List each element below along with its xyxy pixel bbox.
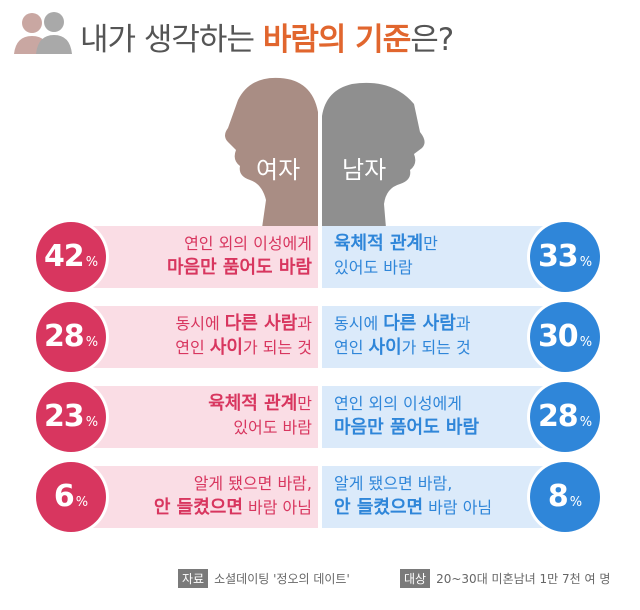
women-answer-line1: 연인 외의 이성에게 xyxy=(184,234,312,253)
row-4: 6% 알게 됐으면 바람, 안 들켰으면 바람 아님 8% 알게 됐으면 바람, 안 들켰… xyxy=(0,460,640,534)
man-head-silhouette xyxy=(322,82,425,228)
women-answer-line2: 안 들켰으면 바람 아님 xyxy=(153,497,312,518)
men-percent-unit: % xyxy=(579,415,593,430)
woman-head-silhouette xyxy=(225,77,318,228)
men-answer-line1: 연인 외의 이성에게 xyxy=(334,394,462,413)
women-percent-value: 23 xyxy=(43,399,85,434)
women-percent-circle: 42% xyxy=(36,222,106,292)
women-percent-circle: 6% xyxy=(36,462,106,532)
title-highlight: 바람의 기준 xyxy=(262,22,411,58)
men-label: 남자 xyxy=(342,156,387,184)
header: 내가 생각하는 바람의 기준은? xyxy=(0,0,640,80)
women-percent-circle: 28% xyxy=(36,302,106,372)
men-percent-unit: % xyxy=(579,335,593,350)
women-label: 여자 xyxy=(256,156,301,184)
men-answer-line1: 육체적 관계만 xyxy=(334,233,438,254)
men-band xyxy=(322,226,570,288)
women-answer-line1: 알게 됐으면 바람, xyxy=(193,474,312,493)
men-percent-circle: 8% xyxy=(530,462,600,532)
target-text: 20~30대 미혼남녀 1만 7천 여 명 xyxy=(436,572,611,586)
women-percent-unit: % xyxy=(75,495,89,510)
women-answer-line1: 동시에 다른 사람과 xyxy=(175,313,313,334)
men-answer-line2: 있어도 바람 xyxy=(334,258,413,277)
men-band xyxy=(322,466,570,528)
women-percent-value: 6 xyxy=(53,479,75,514)
men-percent-value: 28 xyxy=(537,399,579,434)
men-percent-value: 33 xyxy=(537,239,579,274)
men-percent-circle: 33% xyxy=(530,222,600,292)
title-prefix: 내가 생각하는 xyxy=(80,22,263,58)
row-1: 42% 연인 외의 이성에게 마음만 품어도 바람 33% 육체적 관계만 있어도 바람 xyxy=(0,220,640,294)
women-percent-value: 42 xyxy=(43,239,85,274)
men-percent-value: 30 xyxy=(537,319,579,354)
women-percent-unit: % xyxy=(85,255,99,270)
page-title: 내가 생각하는 바람의 기준은? xyxy=(80,14,454,59)
women-answer-line2: 있어도 바람 xyxy=(233,418,312,437)
couple-icon xyxy=(14,12,72,54)
head-silhouettes xyxy=(225,77,425,228)
women-band xyxy=(68,466,318,528)
women-percent-value: 28 xyxy=(43,319,85,354)
source-note: 자료 소셜데이팅 '정오의 데이트' xyxy=(178,569,350,588)
women-band xyxy=(68,386,318,448)
target-note: 대상 20~30대 미혼남녀 1만 7천 여 명 xyxy=(400,569,610,588)
men-percent-value: 8 xyxy=(547,479,569,514)
footer: 자료 소셜데이팅 '정오의 데이트' 대상 20~30대 미혼남녀 1만 7천 여 … xyxy=(0,566,640,590)
women-answer-line1: 육체적 관계만 xyxy=(208,393,312,414)
women-band xyxy=(68,306,318,368)
row-3: 23% 육체적 관계만 있어도 바람 28% 연인 외의 이성에게 마음만 품어도 바람 xyxy=(0,380,640,454)
target-tag: 대상 xyxy=(400,569,431,588)
men-answer-line2: 안 들켰으면 바람 아님 xyxy=(334,497,493,518)
men-percent-unit: % xyxy=(579,255,593,270)
women-percent-circle: 23% xyxy=(36,382,106,452)
women-band xyxy=(68,226,318,288)
men-band xyxy=(322,306,570,368)
source-text: 소셜데이팅 '정오의 데이트' xyxy=(214,572,350,586)
women-answer-text: 알게 됐으면 바람, 안 들켰으면 바람 아님 xyxy=(112,472,312,520)
men-percent-circle: 28% xyxy=(530,382,600,452)
men-answer-line2: 마음만 품어도 바람 xyxy=(334,417,480,438)
title-suffix: 은? xyxy=(410,22,454,58)
source-tag: 자료 xyxy=(178,569,209,588)
men-percent-unit: % xyxy=(569,495,583,510)
women-percent-unit: % xyxy=(85,415,99,430)
women-percent-unit: % xyxy=(85,335,99,350)
women-answer-line2: 마음만 품어도 바람 xyxy=(166,257,312,278)
men-answer-line1: 알게 됐으면 바람, xyxy=(334,474,453,493)
men-percent-circle: 30% xyxy=(530,302,600,372)
men-answer-line1: 동시에 다른 사람과 xyxy=(334,313,471,334)
men-answer-line2: 연인 사이가 되는 것 xyxy=(334,337,471,358)
women-answer-line2: 연인 사이가 되는 것 xyxy=(175,337,312,358)
men-answer-text: 알게 됐으면 바람, 안 들켰으면 바람 아님 xyxy=(334,472,534,520)
row-2: 28% 동시에 다른 사람과 연인 사이가 되는 것 30% 동시에 다른 사람과 연인 … xyxy=(0,300,640,374)
men-band xyxy=(322,386,570,448)
